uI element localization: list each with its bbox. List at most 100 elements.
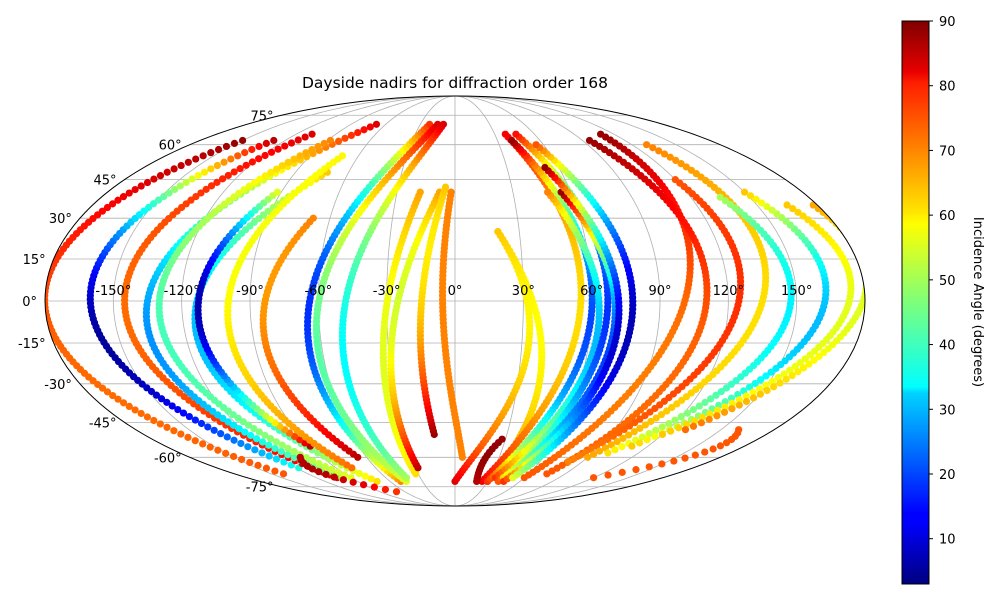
data-point [230, 168, 238, 176]
data-point [782, 375, 790, 383]
data-point [131, 406, 139, 414]
data-point [615, 429, 623, 437]
lon-tick-label: -90° [236, 284, 264, 299]
data-point [597, 130, 605, 138]
data-point [296, 152, 304, 160]
colorbar-tick-label: 20 [939, 468, 956, 483]
colorbar-gradient [901, 20, 930, 585]
data-point [721, 403, 729, 411]
data-point [668, 403, 676, 412]
data-point [119, 399, 128, 407]
data-point [768, 206, 776, 214]
data-point [308, 145, 316, 154]
data-point [179, 409, 188, 417]
data-point [757, 376, 765, 384]
data-point [712, 391, 720, 399]
data-point [284, 158, 292, 166]
data-point [595, 447, 604, 455]
data-point [354, 128, 362, 137]
data-point [735, 396, 743, 404]
data-point [177, 430, 185, 438]
data-point [805, 360, 813, 368]
data-point [206, 443, 214, 451]
data-point [214, 411, 222, 419]
colorbar-tick-label: 80 [939, 80, 956, 95]
data-point [309, 457, 317, 465]
data-point [328, 465, 336, 474]
data-point [314, 449, 322, 457]
data-point [598, 439, 606, 447]
data-point [728, 405, 736, 413]
data-point [691, 451, 699, 459]
data-point [245, 182, 253, 190]
data-point [620, 425, 628, 434]
data-point [713, 406, 722, 415]
colorbar-tick-label: 50 [939, 274, 956, 289]
data-point [861, 266, 865, 274]
data-point [218, 175, 227, 183]
data-point [349, 478, 357, 486]
data-point [188, 175, 196, 183]
data-point [860, 262, 865, 270]
data-point [119, 193, 128, 201]
lon-tick-label: 90° [648, 284, 671, 299]
data-point [770, 383, 778, 391]
data-point [272, 455, 281, 463]
data-point [758, 199, 766, 207]
data-point [234, 152, 242, 160]
data-point [762, 372, 770, 380]
data-point [804, 216, 812, 224]
data-point [705, 415, 713, 423]
data-point [170, 165, 178, 173]
data-point [279, 470, 288, 478]
data-point [197, 419, 206, 428]
data-point [439, 120, 448, 128]
data-point [114, 395, 122, 403]
data-point [290, 454, 298, 462]
data-point [618, 468, 626, 476]
data-point [794, 368, 802, 376]
data-point [752, 195, 760, 203]
data-point [170, 427, 178, 435]
data-point [666, 153, 674, 161]
data-point [652, 414, 660, 422]
data-point [192, 155, 200, 163]
data-point [735, 426, 743, 434]
data-point [698, 413, 706, 422]
lon-tick-label: -30° [373, 284, 401, 299]
data-point [143, 178, 152, 187]
data-point [244, 443, 252, 451]
lat-tick-label: -30° [44, 378, 72, 393]
data-point [271, 467, 279, 475]
lat-tick-label: -75° [246, 481, 274, 496]
data-point [681, 426, 690, 434]
data-point [114, 196, 122, 204]
data-point [631, 419, 639, 427]
data-point [330, 473, 338, 481]
data-point [184, 433, 192, 441]
data-point [199, 152, 207, 160]
data-point [287, 139, 296, 147]
data-point [381, 485, 389, 494]
data-point [789, 205, 797, 213]
data-point [360, 126, 368, 134]
data-point [636, 415, 644, 423]
data-point [278, 441, 286, 449]
data-point [255, 155, 263, 163]
data-point [851, 242, 860, 251]
data-point [267, 148, 276, 156]
data-point [185, 412, 193, 421]
data-point [171, 185, 179, 194]
data-point [721, 398, 729, 406]
data-point [266, 435, 275, 443]
data-point [858, 254, 865, 262]
data-point [341, 134, 349, 142]
colorbar-tick-label: 30 [939, 403, 956, 418]
data-point [726, 200, 735, 209]
data-point [799, 212, 807, 220]
data-point [512, 130, 520, 138]
data-point [607, 441, 615, 449]
data-point [315, 460, 323, 468]
data-point [663, 407, 671, 415]
colorbar-tick-label: 90 [939, 15, 956, 30]
